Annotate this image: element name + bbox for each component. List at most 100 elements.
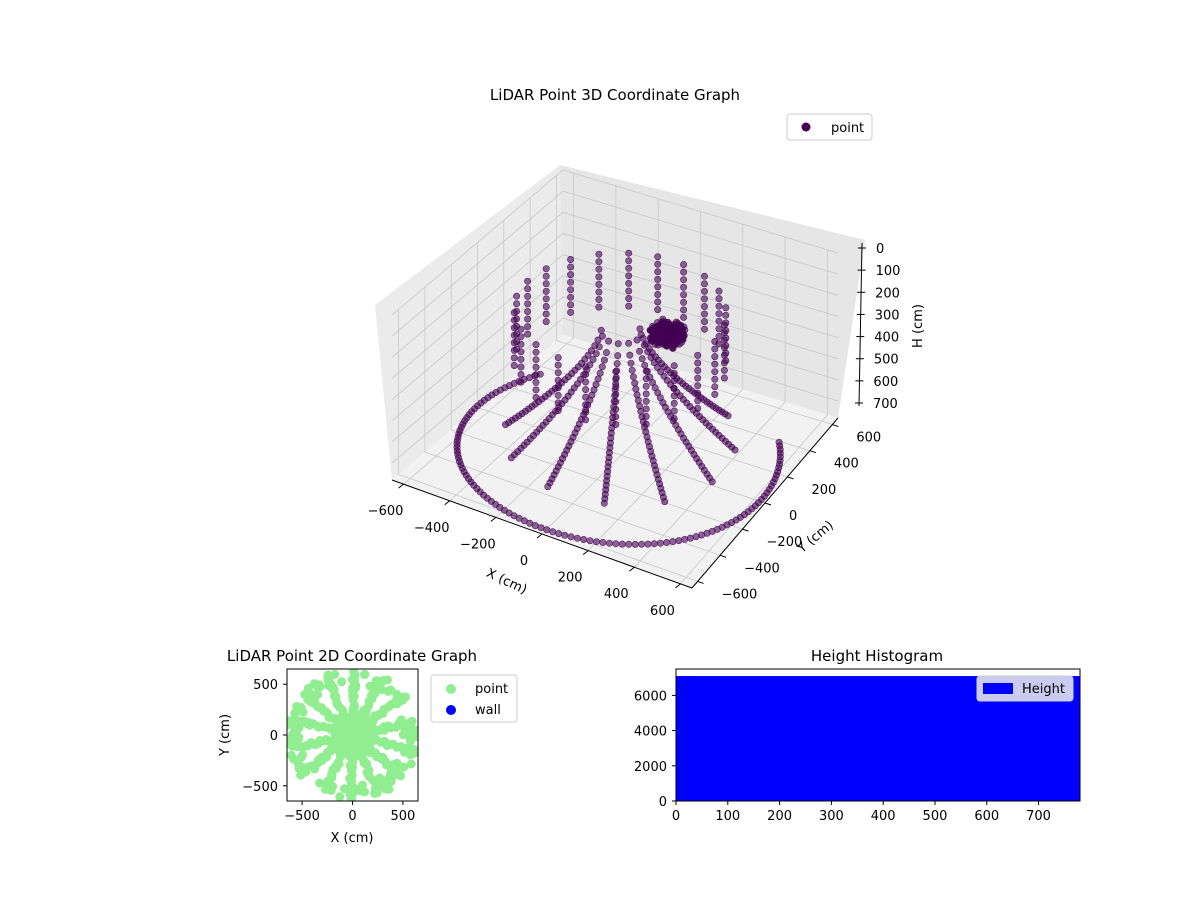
- data-point-post: [654, 260, 662, 268]
- data-point-post: [711, 368, 719, 376]
- x-tick-3d: [628, 566, 635, 572]
- data-point-post: [513, 300, 521, 308]
- data-point-cluster: [675, 340, 683, 348]
- grid-wall-h: [391, 211, 839, 358]
- data-point-spoke: [625, 339, 633, 347]
- data-point-2d: [372, 788, 382, 798]
- data-point-2d: [289, 715, 298, 725]
- y-tick-label-3d: 600: [856, 431, 881, 446]
- data-point-post: [612, 405, 620, 413]
- x-tick-label-hist: 500: [923, 809, 948, 824]
- data-point-post: [700, 287, 708, 295]
- data-point-post: [715, 287, 723, 295]
- x-tick-label-2d: 500: [390, 809, 415, 824]
- y-axis-label-2d: Y (cm): [218, 714, 233, 757]
- data-point-2d: [335, 792, 345, 801]
- chart-3d-title: LiDAR Point 3D Coordinate Graph: [490, 86, 740, 104]
- data-point-post: [595, 273, 603, 281]
- data-point-spoke: [602, 348, 610, 356]
- data-point-spoke: [597, 326, 605, 334]
- data-point-post: [517, 325, 525, 333]
- plot-frame-hist: [675, 668, 1081, 802]
- legend-2d-label-wall: wall: [475, 703, 501, 718]
- x-tick-label-2d: 0: [348, 809, 356, 824]
- data-point-post: [720, 374, 728, 382]
- data-point-spoke: [596, 369, 604, 377]
- data-point-ring: [669, 538, 677, 546]
- data-point-post: [567, 278, 575, 286]
- histogram-title: Height Histogram: [811, 647, 943, 665]
- data-point-post: [670, 384, 678, 392]
- data-point-post: [524, 292, 532, 300]
- data-point-2d: [358, 730, 368, 740]
- data-point-spoke: [600, 499, 608, 507]
- data-point-post: [595, 295, 603, 303]
- data-point-post: [542, 302, 550, 310]
- data-point-ring: [686, 534, 694, 542]
- data-point-post: [532, 348, 540, 356]
- data-point-spoke: [631, 379, 639, 387]
- data-point-post: [582, 363, 590, 371]
- grid-floor-y: [451, 429, 743, 530]
- data-point-post: [700, 302, 708, 310]
- grid-floor-y: [529, 362, 811, 452]
- data-point-post: [670, 392, 678, 400]
- data-point-ring: [537, 524, 545, 532]
- data-point-post: [680, 298, 688, 306]
- data-point-ring: [775, 438, 783, 446]
- data-point-spoke: [636, 347, 644, 355]
- data-point-post: [722, 326, 730, 334]
- grid-floor-y: [477, 407, 766, 504]
- y-tick-label-2d: −500: [242, 780, 278, 795]
- legend-2d-marker-wall: [446, 705, 456, 715]
- data-point-2d: [298, 750, 308, 760]
- data-point-post: [542, 280, 550, 288]
- data-point-post: [510, 316, 518, 324]
- ticks-hist: 0 100 200 300 400 500 600 700 0 2000 4000 6000: [634, 689, 1051, 824]
- data-point-cluster: [676, 322, 684, 330]
- data-point-2d: [323, 672, 333, 682]
- data-point-post: [554, 384, 562, 392]
- data-point-2d: [360, 740, 370, 750]
- data-point-cluster: [653, 319, 661, 327]
- data-point-post: [715, 325, 723, 333]
- data-point-post: [720, 366, 728, 374]
- data-point-post: [711, 337, 719, 345]
- data-point-post: [510, 309, 518, 317]
- grid-floor-y: [556, 340, 833, 425]
- x-tick-3d: [490, 516, 497, 522]
- data-point-post: [554, 361, 562, 369]
- data-point-spoke: [638, 355, 646, 363]
- data-point-2d: [397, 692, 407, 702]
- x-tick-label-hist: 200: [767, 809, 792, 824]
- data-point-post: [582, 408, 590, 416]
- pane-back-left: [375, 165, 563, 480]
- y-tick-label-3d: 400: [834, 457, 859, 472]
- data-point-post: [612, 368, 620, 376]
- y-tick-label-3d: −400: [744, 561, 780, 576]
- data-point-post: [722, 311, 730, 319]
- data-point-ring: [663, 538, 671, 546]
- data-point-ring: [638, 540, 646, 548]
- data-point-post: [715, 310, 723, 318]
- data-point-post: [625, 264, 633, 272]
- data-point-post: [722, 357, 730, 365]
- data-point-spoke: [661, 498, 669, 506]
- data-point-post: [567, 271, 575, 279]
- grid-wall-h: [391, 296, 839, 443]
- pane-back-right: [560, 165, 865, 418]
- data-point-2d: [351, 727, 361, 737]
- data-point-post: [700, 318, 708, 326]
- data-point-post: [670, 377, 678, 385]
- data-point-post: [517, 348, 525, 356]
- data-point-post: [722, 319, 730, 327]
- data-point-post: [532, 393, 540, 401]
- points-2d: [287, 669, 418, 801]
- data-point-post: [694, 366, 702, 374]
- y-tick-label-hist: 2000: [634, 760, 667, 775]
- data-point-post: [542, 287, 550, 295]
- y-tick-label-2d: 0: [270, 729, 278, 744]
- data-point-post: [694, 359, 702, 367]
- data-point-cluster: [655, 336, 663, 344]
- y-tick-3d: [787, 476, 794, 480]
